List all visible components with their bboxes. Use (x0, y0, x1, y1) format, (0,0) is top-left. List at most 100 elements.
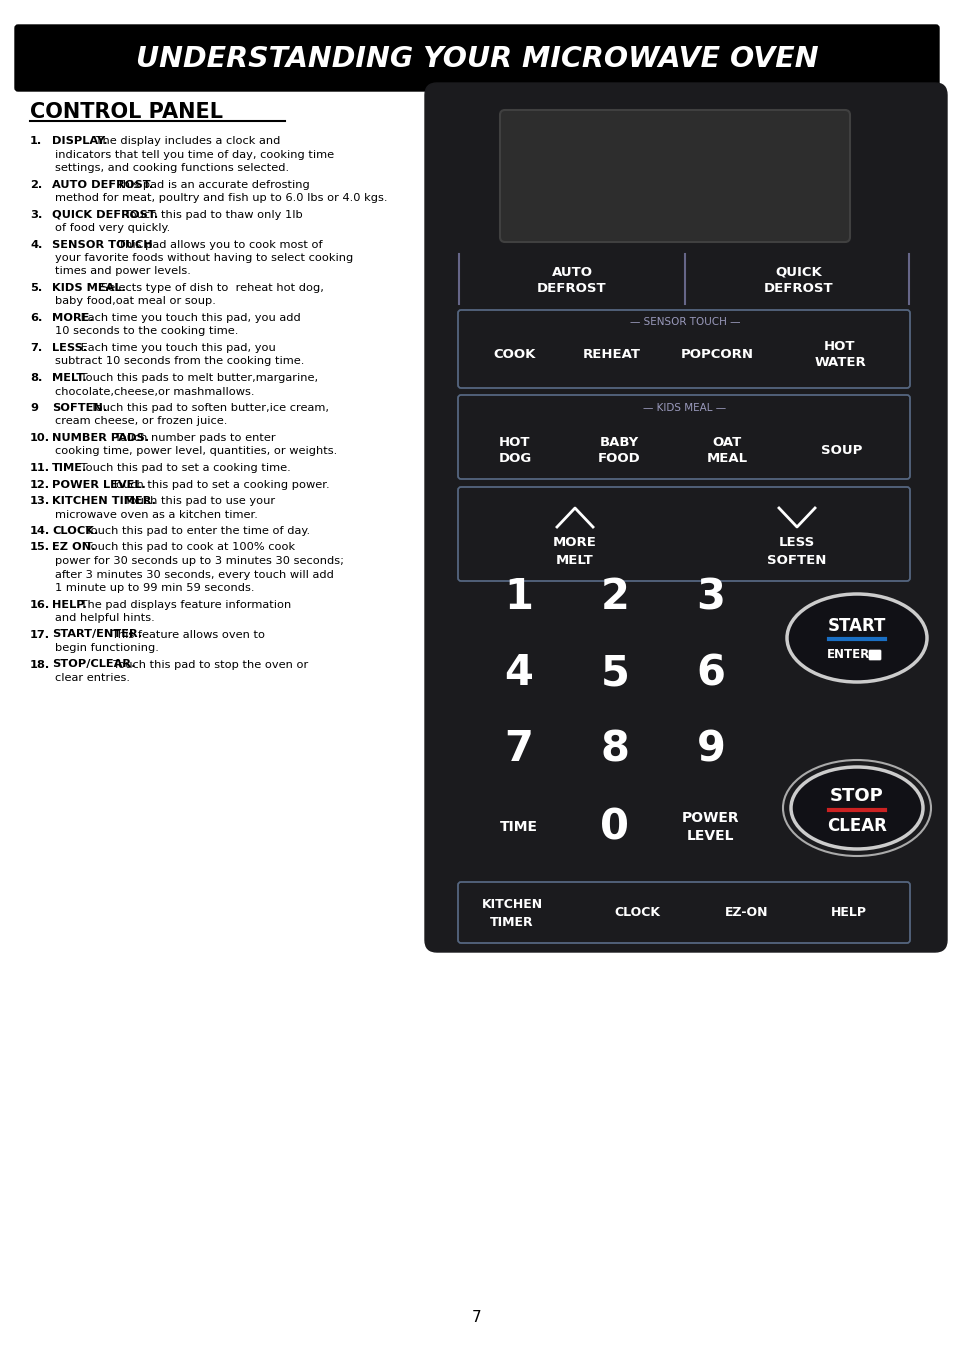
Text: 6.: 6. (30, 313, 42, 322)
Text: SOFTEN: SOFTEN (766, 553, 826, 567)
Text: LEVEL: LEVEL (686, 830, 734, 843)
Text: MORE.: MORE. (52, 313, 93, 322)
Text: REHEAT: REHEAT (582, 348, 640, 362)
Text: 5.: 5. (30, 283, 42, 293)
Text: Touch this pad to enter the time of day.: Touch this pad to enter the time of day. (82, 526, 310, 536)
Text: START/ENTER.: START/ENTER. (52, 630, 142, 639)
Text: POWER: POWER (681, 811, 739, 826)
Text: HELP.: HELP. (52, 599, 87, 610)
Text: SENSOR TOUCH: SENSOR TOUCH (52, 240, 152, 250)
Text: times and power levels.: times and power levels. (55, 267, 191, 277)
Text: This feature allows oven to: This feature allows oven to (112, 630, 265, 639)
Text: 10.: 10. (30, 433, 51, 442)
Text: DISPLAY.: DISPLAY. (52, 136, 108, 146)
FancyBboxPatch shape (15, 26, 938, 90)
Text: KITCHEN: KITCHEN (481, 898, 542, 912)
Text: 2: 2 (600, 576, 629, 618)
Text: AUTO: AUTO (551, 266, 592, 278)
Text: CLEAR: CLEAR (826, 817, 886, 835)
Text: CLOCK.: CLOCK. (52, 526, 98, 536)
Text: clear entries.: clear entries. (55, 673, 130, 683)
Text: HELP: HELP (830, 907, 866, 920)
Text: 10 seconds to the cooking time.: 10 seconds to the cooking time. (55, 326, 238, 336)
FancyBboxPatch shape (499, 111, 849, 241)
Text: NUMBER PADS.: NUMBER PADS. (52, 433, 149, 442)
Text: TIME: TIME (499, 820, 537, 834)
Text: The pad displays feature information: The pad displays feature information (76, 599, 291, 610)
Text: Touch this pad to set a cooking time.: Touch this pad to set a cooking time. (76, 463, 291, 473)
Text: 12.: 12. (30, 479, 51, 490)
Text: microwave oven as a kitchen timer.: microwave oven as a kitchen timer. (55, 510, 257, 519)
Text: The display includes a clock and: The display includes a clock and (91, 136, 279, 146)
Text: POWER LEVEL.: POWER LEVEL. (52, 479, 146, 490)
Text: WATER: WATER (813, 356, 865, 370)
Text: LESS.: LESS. (52, 343, 87, 353)
Text: STOP: STOP (829, 786, 882, 805)
Text: 8: 8 (599, 728, 629, 770)
Text: method for meat, poultry and fish up to 6.0 lbs or 4.0 kgs.: method for meat, poultry and fish up to … (55, 193, 387, 202)
Text: DOG: DOG (497, 452, 531, 464)
Text: 7: 7 (504, 728, 533, 770)
Text: Touch this pad to cook at 100% cook: Touch this pad to cook at 100% cook (82, 542, 294, 553)
Text: 4: 4 (504, 652, 533, 693)
FancyBboxPatch shape (424, 84, 946, 952)
Text: 13.: 13. (30, 496, 51, 506)
Text: . This pad allows you to cook most of: . This pad allows you to cook most of (112, 240, 323, 250)
Text: Selects type of dish to  reheat hot dog,: Selects type of dish to reheat hot dog, (101, 283, 324, 293)
Text: MEAL: MEAL (706, 452, 747, 464)
Text: Each time you touch this pad, you: Each time you touch this pad, you (76, 343, 275, 353)
Text: after 3 minutes 30 seconds, every touch will add: after 3 minutes 30 seconds, every touch … (55, 569, 334, 580)
Text: 9: 9 (696, 728, 724, 770)
Text: TIMER: TIMER (490, 916, 534, 928)
Text: CONTROL PANEL: CONTROL PANEL (30, 103, 223, 121)
Text: POPCORN: POPCORN (679, 348, 753, 362)
Text: your favorite foods without having to select cooking: your favorite foods without having to se… (55, 254, 353, 263)
Ellipse shape (786, 594, 926, 683)
Text: 11.: 11. (30, 463, 51, 473)
Text: 18.: 18. (30, 660, 51, 669)
Text: CLOCK: CLOCK (614, 907, 659, 920)
Text: chocolate,cheese,or mashmallows.: chocolate,cheese,or mashmallows. (55, 387, 254, 397)
Text: START: START (827, 616, 885, 635)
Text: 1 minute up to 99 min 59 seconds.: 1 minute up to 99 min 59 seconds. (55, 583, 254, 594)
Text: Touch this pad to stop the oven or: Touch this pad to stop the oven or (107, 660, 309, 669)
Text: MELT.: MELT. (52, 374, 87, 383)
Text: Touch this pads to melt butter,margarine,: Touch this pads to melt butter,margarine… (76, 374, 317, 383)
Text: of food very quickly.: of food very quickly. (55, 223, 170, 233)
Text: 14.: 14. (30, 526, 51, 536)
Text: cream cheese, or frozen juice.: cream cheese, or frozen juice. (55, 417, 227, 426)
Text: MORE: MORE (553, 536, 597, 549)
Text: DEFROST: DEFROST (537, 282, 606, 295)
Text: Touch this pad to set a cooking power.: Touch this pad to set a cooking power. (112, 479, 330, 490)
Ellipse shape (790, 768, 923, 849)
Text: ENTER: ENTER (826, 648, 870, 661)
Text: EZ-ON: EZ-ON (724, 907, 768, 920)
Text: begin functioning.: begin functioning. (55, 643, 159, 653)
Text: baby food,oat meal or soup.: baby food,oat meal or soup. (55, 297, 215, 306)
Text: cooking time, power level, quantities, or weights.: cooking time, power level, quantities, o… (55, 447, 337, 456)
Text: Touch this pad to thaw only 1lb: Touch this pad to thaw only 1lb (121, 209, 303, 220)
Text: — SENSOR TOUCH —: — SENSOR TOUCH — (629, 317, 740, 326)
Text: FOOD: FOOD (597, 452, 639, 464)
Text: COOK: COOK (494, 348, 536, 362)
Text: QUICK: QUICK (775, 266, 821, 278)
Text: OAT: OAT (712, 436, 740, 448)
Text: MELT: MELT (556, 553, 594, 567)
Text: HOT: HOT (498, 436, 530, 448)
Text: STOP/CLEAR.: STOP/CLEAR. (52, 660, 135, 669)
Text: 2.: 2. (30, 179, 42, 189)
Text: settings, and cooking functions selected.: settings, and cooking functions selected… (55, 163, 289, 173)
Text: Touch number pads to enter: Touch number pads to enter (112, 433, 275, 442)
Text: 3.: 3. (30, 209, 42, 220)
Text: indicators that tell you time of day, cooking time: indicators that tell you time of day, co… (55, 150, 334, 159)
Text: EZ ON.: EZ ON. (52, 542, 95, 553)
Text: BABY: BABY (598, 436, 638, 448)
Text: Touch this pad to use your: Touch this pad to use your (121, 496, 275, 506)
Text: UNDERSTANDING YOUR MICROWAVE OVEN: UNDERSTANDING YOUR MICROWAVE OVEN (135, 45, 818, 73)
Text: 9: 9 (30, 403, 38, 413)
Text: 17.: 17. (30, 630, 51, 639)
Text: 7.: 7. (30, 343, 42, 353)
Text: 7: 7 (472, 1310, 481, 1326)
Text: 4.: 4. (30, 240, 42, 250)
FancyBboxPatch shape (868, 650, 880, 660)
